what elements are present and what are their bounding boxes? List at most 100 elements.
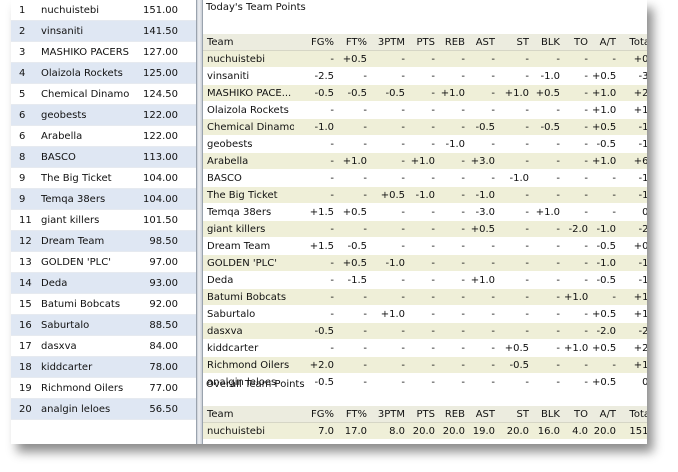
column-header[interactable]: FG% [294,34,336,51]
standings-team-name: Saburtalo [41,319,90,331]
column-header[interactable]: 3PTM [369,34,407,51]
table-row[interactable]: Batumi Bobcats--------+1.0-+1.0 [203,288,647,306]
table-row[interactable]: Richmond Oilers+2.0------0.5---+1.5 [203,356,647,374]
standings-row[interactable]: 15 Batumi Bobcats 92.00 [11,294,196,315]
table-row[interactable]: analgin leloes-0.5--------+0.50.0 [203,373,647,391]
value-cell: - [369,237,407,255]
standings-team-name: giant killers [41,214,100,226]
column-header[interactable]: Team [203,406,294,423]
team-cell: The Big Ticket [203,186,294,204]
standings-row[interactable]: 9 Temqa 38ers 104.00 [11,189,196,210]
value-cell: 0.0 [618,373,647,391]
value-cell: +2.0 [618,339,647,357]
value-cell: - [437,186,467,204]
column-header[interactable]: AST [467,34,497,51]
value-cell: -1.0 [618,169,647,187]
standings-row[interactable]: 20 analgin leloes 56.50 [11,399,196,420]
standings-points: 151.00 [143,4,178,16]
value-cell: +0.5 [590,339,618,357]
today-heading: Today's Team Points [206,2,306,13]
column-header[interactable]: Totals [618,34,647,51]
table-row[interactable]: Temqa 38ers+1.5+0.5----3.0-+1.0--0.0 [203,203,647,221]
column-header[interactable]: FT% [336,34,369,51]
standings-row[interactable]: 17 dasxva 84.00 [11,336,196,357]
value-cell: 20.0 [407,422,437,440]
table-row[interactable]: geobests-----1.0-----0.5-1.5 [203,135,647,153]
standings-row[interactable]: 9 The Big Ticket 104.00 [11,168,196,189]
standings-row[interactable]: 8 BASCO 113.00 [11,147,196,168]
table-row[interactable]: MASHIKO PACE... -0.5 -0.5 -0.5- +1.0- +1.0 +0.… [203,84,647,102]
standings-team-name: MASHIKO PACERS [41,46,129,58]
column-header[interactable]: FG% [294,406,336,423]
value-cell: 20.0 [497,422,531,440]
column-header[interactable]: AST [467,406,497,423]
column-header[interactable]: Team [203,34,294,51]
table-row[interactable]: BASCO-------1.0----1.0 [203,169,647,187]
column-header[interactable]: ST [497,34,531,51]
value-cell: -0.5 [294,322,336,340]
standings-row[interactable]: 12 Dream Team 98.50 [11,231,196,252]
table-row[interactable]: dasxva-0.5---------2.0-2.5 [203,322,647,340]
value-cell: - [336,305,369,323]
value-cell: - [467,305,497,323]
standings-row[interactable]: 4 Olaizola Rockets 125.00 [11,63,196,84]
table-row[interactable]: vinsaniti-2.5-------1.0-+0.5-3.0 [203,67,647,85]
value-cell: - [407,118,437,136]
standings-row[interactable]: 6 geobests 122.00 [11,105,196,126]
column-header[interactable]: FT% [336,406,369,423]
table-row[interactable]: The Big Ticket--+0.5-1.0--1.0-----1.5 [203,186,647,204]
column-header[interactable]: A/T [590,34,618,51]
value-cell: +1.5 [618,356,647,374]
table-row[interactable]: Saburtalo--+1.0------+0.5+1.5 [203,305,647,323]
value-cell: - [531,169,562,187]
table-row[interactable]: nuchuistebi 7.0 17.0 8.0 20.0 20.0 19.0 20.0 16.… [203,422,647,440]
standings-row[interactable]: 6 Arabella 122.00 [11,126,196,147]
column-header[interactable]: A/T [590,406,618,423]
standings-row[interactable]: 16 Saburtalo 88.50 [11,315,196,336]
standings-rank: 4 [19,67,26,79]
value-cell: - [497,322,531,340]
table-row[interactable]: giant killers-----+0.5---2.0-1.0-2.5 [203,220,647,238]
standings-rank: 16 [19,319,32,331]
value-cell: - [531,186,562,204]
table-row[interactable]: Olaizola Rockets---------+1.0+1.0 [203,101,647,119]
table-row[interactable]: kiddcarter------+0.5-+1.0+0.5+2.0 [203,339,647,357]
standings-row[interactable]: 3 MASHIKO PACERS 127.00 [11,42,196,63]
table-row[interactable]: GOLDEN 'PLC'-+0.5-1.0-------1.0-1.5 [203,254,647,272]
value-cell: - [437,339,467,357]
standings-row[interactable]: 2 vinsaniti 141.50 [11,21,196,42]
column-header[interactable]: TO [562,34,590,51]
value-cell: - [437,152,467,170]
value-cell: - [437,118,467,136]
value-cell: 4.0 [562,422,590,440]
column-header[interactable]: REB [437,406,467,423]
table-row[interactable]: Deda--1.5---+1.0----0.5-1.0 [203,271,647,289]
column-header[interactable]: BLK [531,34,562,51]
standings-row[interactable]: 1 nuchuistebi 151.00 [11,0,196,21]
table-row[interactable]: nuchuistebi-+0.5--------+0.5 [203,50,647,68]
column-header[interactable]: PTS [407,406,437,423]
column-header[interactable]: Totals [618,406,647,423]
table-row[interactable]: Dream Team+1.5-0.5--------0.5+0.5 [203,237,647,255]
column-header[interactable]: 3PTM [369,406,407,423]
table-row[interactable]: Chemical Dinamo-1.0-----0.5--0.5-+0.5-1.… [203,118,647,136]
table-row[interactable]: Arabella-+1.0-+1.0-+3.0---+1.0+6.0 [203,152,647,170]
column-header[interactable]: PTS [407,34,437,51]
standings-row[interactable]: 5 Chemical Dinamo 124.50 [11,84,196,105]
value-cell: - [336,186,369,204]
value-cell: - [407,254,437,272]
value-cell: - [294,288,336,306]
standings-row[interactable]: 13 GOLDEN 'PLC' 97.00 [11,252,196,273]
column-header[interactable]: TO [562,406,590,423]
column-header[interactable]: REB [437,34,467,51]
standings-rank: 20 [19,403,32,415]
standings-row[interactable]: 14 Deda 93.00 [11,273,196,294]
column-header[interactable]: ST [497,406,531,423]
panel-splitter[interactable] [196,0,203,444]
standings-rank: 8 [19,151,26,163]
standings-points: 104.00 [143,172,178,184]
standings-row[interactable]: 19 Richmond Oilers 77.00 [11,378,196,399]
standings-row[interactable]: 18 kiddcarter 78.00 [11,357,196,378]
standings-row[interactable]: 11 giant killers 101.50 [11,210,196,231]
column-header[interactable]: BLK [531,406,562,423]
